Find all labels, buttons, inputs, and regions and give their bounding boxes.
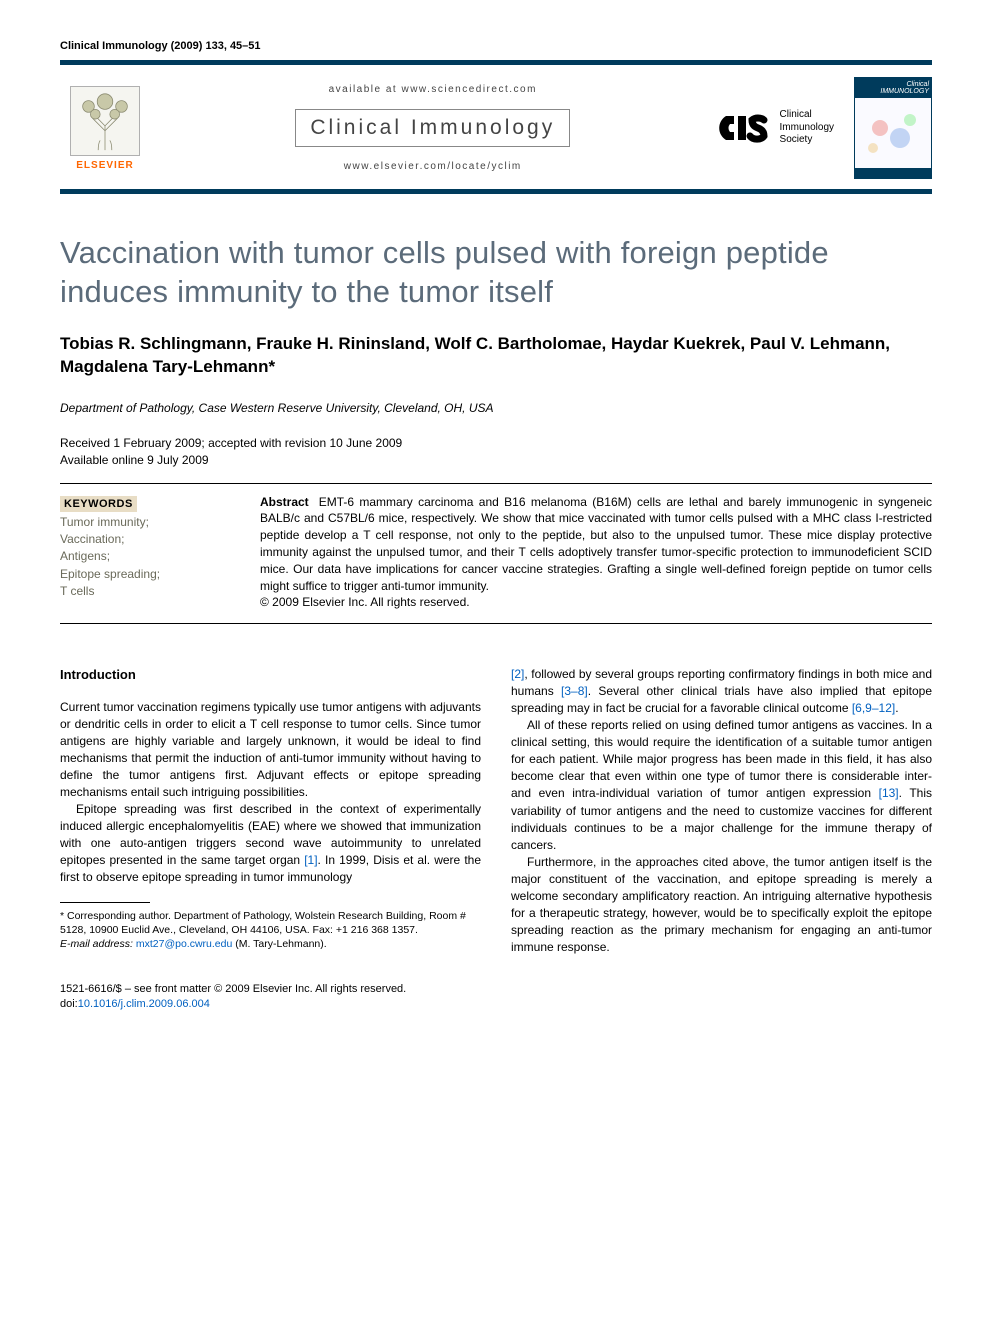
cis-line-2: Immunology — [780, 122, 834, 135]
footnote-separator — [60, 902, 150, 903]
abstract-copyright: © 2009 Elsevier Inc. All rights reserved… — [260, 594, 932, 611]
body-para: Epitope spreading was first described in… — [60, 801, 481, 886]
cis-block: Clinical Immunology Society — [716, 108, 834, 148]
elsevier-logo: ELSEVIER — [60, 78, 150, 178]
keywords-list: Tumor immunity; Vaccination; Antigens; E… — [60, 514, 230, 601]
email-footnote: E-mail address: mxt27@po.cwru.edu (M. Ta… — [60, 937, 481, 951]
cis-logo-icon — [716, 108, 772, 148]
date-online: Available online 9 July 2009 — [60, 452, 932, 469]
journal-header: ELSEVIER available at www.sciencedirect.… — [60, 65, 932, 194]
article-dates: Received 1 February 2009; accepted with … — [60, 435, 932, 469]
affiliation: Department of Pathology, Case Western Re… — [60, 401, 932, 415]
citation-link[interactable]: [6,9–12] — [852, 701, 895, 715]
journal-url[interactable]: www.elsevier.com/locate/yclim — [170, 161, 696, 172]
citation-link[interactable]: [1] — [304, 853, 317, 867]
corresponding-author-footnote: * Corresponding author. Department of Pa… — [60, 909, 481, 937]
journal-name: Clinical Immunology — [295, 109, 570, 147]
body-para: Current tumor vaccination regimens typic… — [60, 699, 481, 801]
body-para: [2], followed by several groups reportin… — [511, 666, 932, 717]
doi-link[interactable]: 10.1016/j.clim.2009.06.004 — [78, 998, 210, 1010]
journal-cover-thumb: Clinical IMMUNOLOGY — [854, 77, 932, 179]
running-head: Clinical Immunology (2009) 133, 45–51 — [60, 40, 932, 52]
citation-link[interactable]: [13] — [879, 786, 899, 800]
header-center: available at www.sciencedirect.com Clini… — [170, 84, 696, 172]
cis-line-1: Clinical — [780, 109, 834, 122]
body-para: Furthermore, in the approaches cited abo… — [511, 854, 932, 956]
cis-text: Clinical Immunology Society — [780, 109, 834, 147]
cis-line-3: Society — [780, 134, 834, 147]
keywords-head: KEYWORDS — [60, 496, 137, 512]
cover-title: Clinical IMMUNOLOGY — [855, 78, 931, 98]
keyword-item: T cells — [60, 583, 230, 600]
keywords-abstract-box: KEYWORDS Tumor immunity; Vaccination; An… — [60, 483, 932, 625]
issn-line: 1521-6616/$ – see front matter © 2009 El… — [60, 982, 932, 997]
available-at: available at www.sciencedirect.com — [170, 84, 696, 95]
email-link[interactable]: mxt27@po.cwru.edu — [136, 938, 232, 950]
keyword-item: Epitope spreading; — [60, 566, 230, 583]
email-label: E-mail address: — [60, 938, 133, 950]
citation-link[interactable]: [2] — [511, 667, 524, 681]
doi-label: doi: — [60, 998, 78, 1010]
keyword-item: Tumor immunity; — [60, 514, 230, 531]
body-para: All of these reports relied on using def… — [511, 717, 932, 853]
article-title: Vaccination with tumor cells pulsed with… — [60, 234, 932, 312]
elsevier-tree-icon — [70, 86, 140, 156]
keyword-item: Antigens; — [60, 548, 230, 565]
abstract-label: Abstract — [260, 495, 309, 509]
citation-link[interactable]: [3–8] — [561, 684, 588, 698]
date-received: Received 1 February 2009; accepted with … — [60, 435, 932, 452]
copyright-line: 1521-6616/$ – see front matter © 2009 El… — [60, 982, 932, 1013]
keywords-column: KEYWORDS Tumor immunity; Vaccination; An… — [60, 494, 230, 612]
elsevier-wordmark: ELSEVIER — [76, 160, 133, 171]
abstract-text: EMT-6 mammary carcinoma and B16 melanoma… — [260, 495, 932, 593]
body-columns: Introduction Current tumor vaccination r… — [60, 666, 932, 956]
section-heading-introduction: Introduction — [60, 666, 481, 684]
keyword-item: Vaccination; — [60, 531, 230, 548]
left-column: Introduction Current tumor vaccination r… — [60, 666, 481, 956]
authors: Tobias R. Schlingmann, Frauke H. Rininsl… — [60, 332, 932, 380]
email-who: (M. Tary-Lehmann). — [235, 938, 326, 950]
right-column: [2], followed by several groups reportin… — [511, 666, 932, 956]
abstract-column: AbstractEMT-6 mammary carcinoma and B16 … — [260, 494, 932, 612]
